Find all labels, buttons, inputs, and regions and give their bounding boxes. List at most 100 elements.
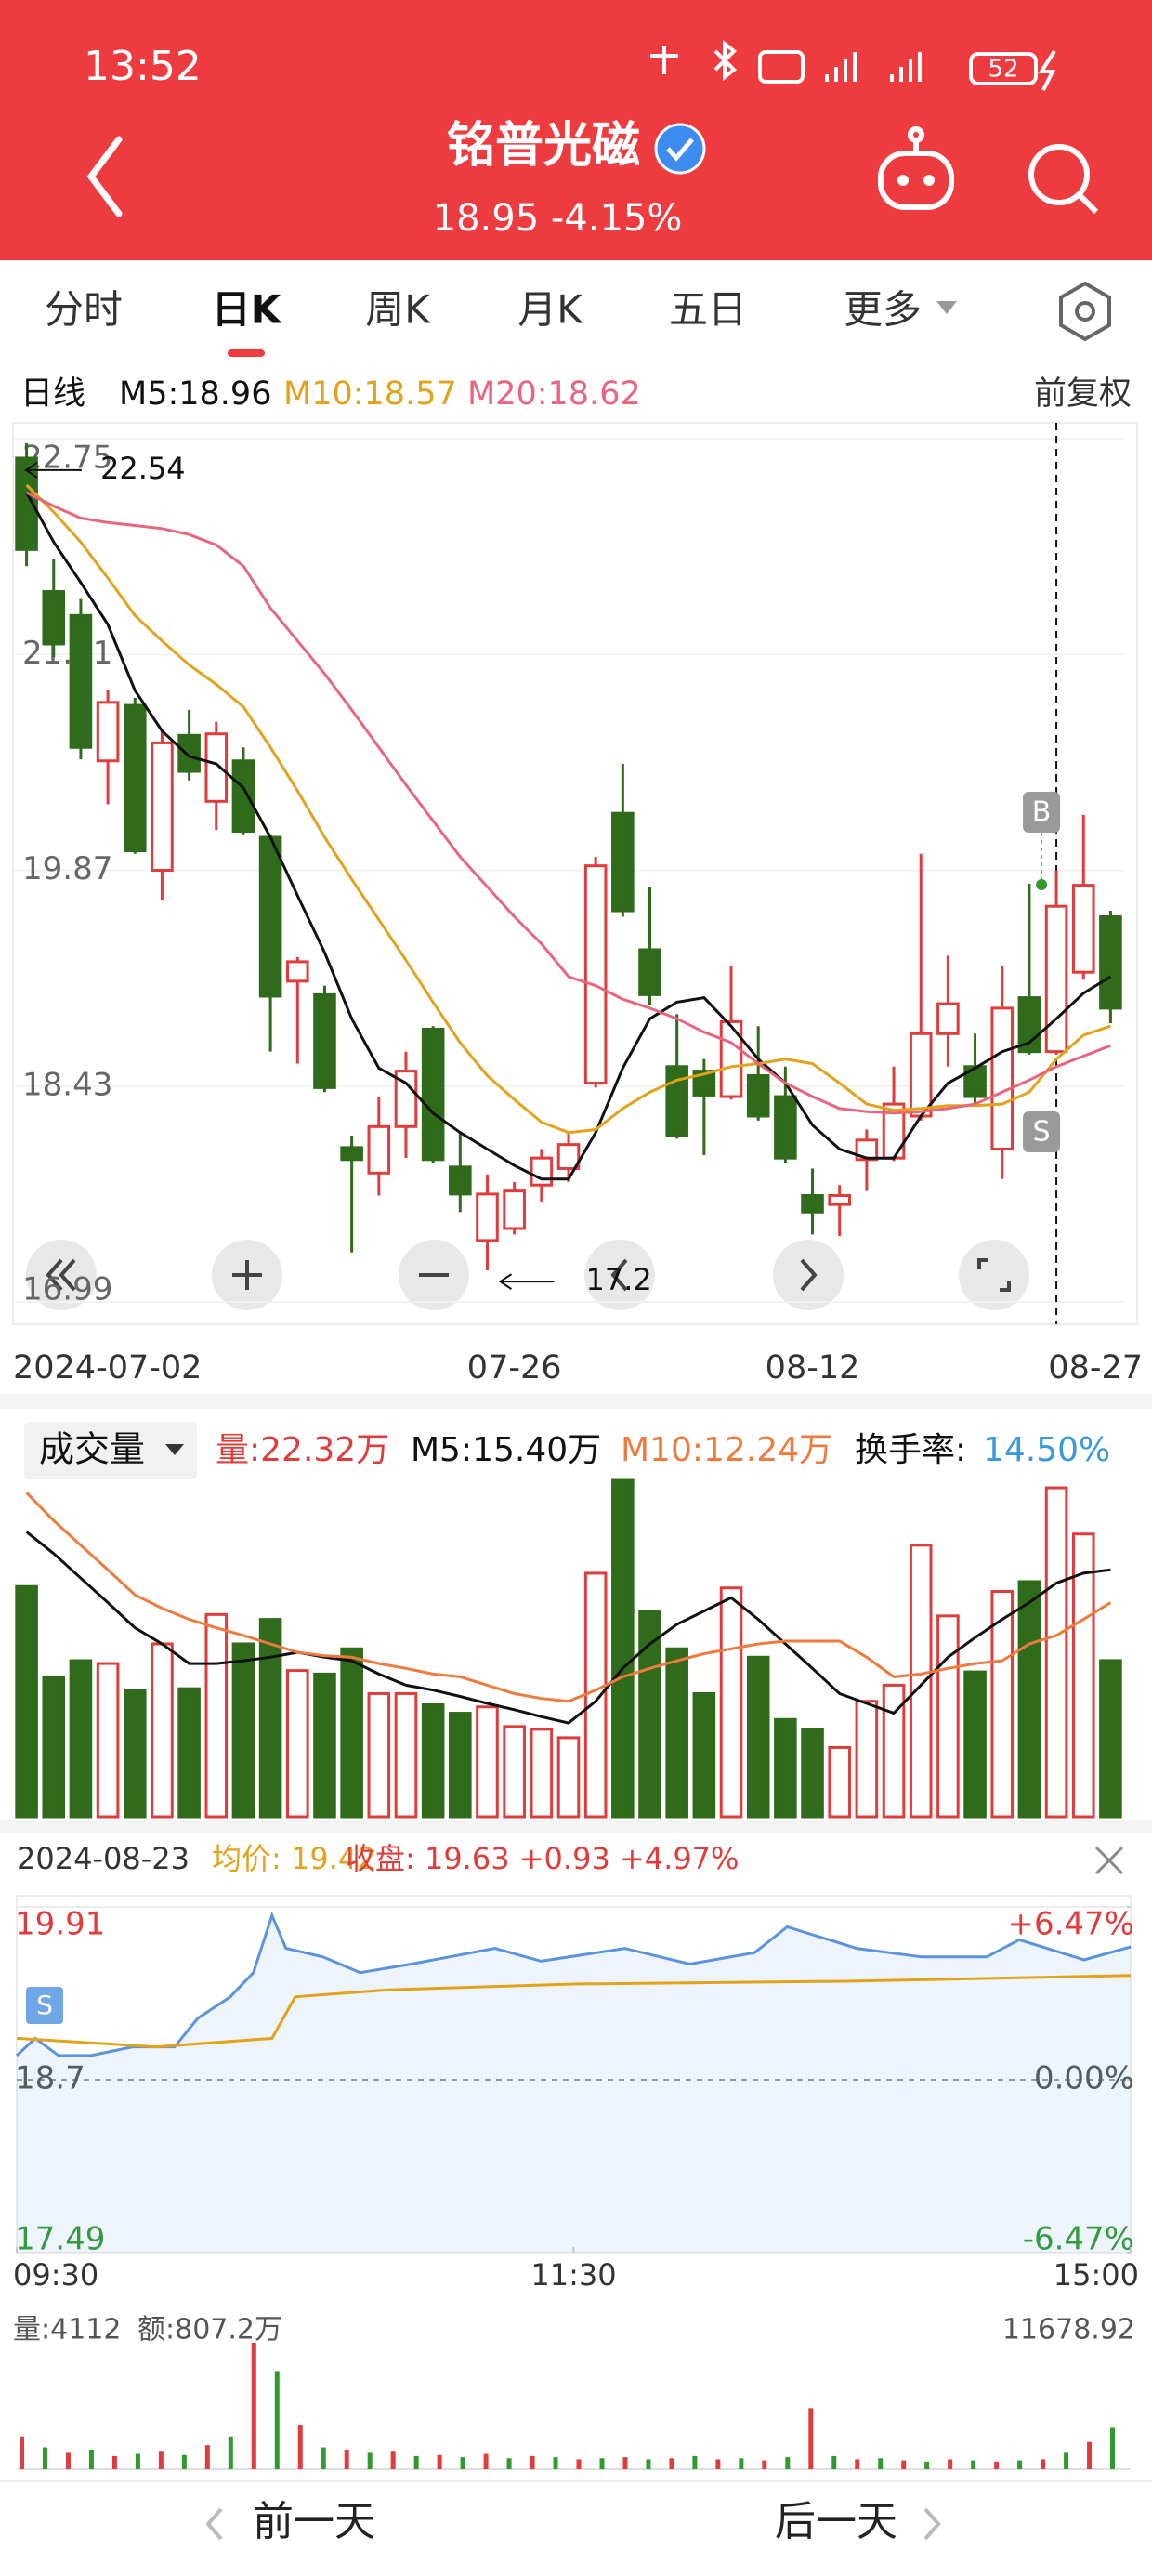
volume-bar — [96, 1662, 120, 1819]
sell-marker: S — [36, 1990, 53, 2020]
robot-eye — [923, 175, 935, 186]
volume-bar — [971, 2460, 976, 2469]
candle-body — [367, 1124, 391, 1175]
volume-bar — [530, 2455, 535, 2469]
volume-bar — [665, 1647, 688, 1819]
volume-bar — [622, 2457, 628, 2469]
prev-button[interactable] — [584, 1240, 655, 1310]
settings-button[interactable] — [1059, 281, 1111, 342]
volume-bar — [936, 1614, 960, 1819]
volume-ma-line — [25, 1531, 1111, 1725]
volume-bar — [990, 1589, 1015, 1819]
volume-bar — [437, 2454, 442, 2469]
volume-bar — [719, 1586, 743, 1819]
volume-bar — [158, 2451, 164, 2469]
next-day-button[interactable]: 后一天 — [775, 2498, 897, 2545]
volume-title: 成交量 — [39, 1429, 145, 1470]
turnover-label: 换手率: — [855, 1431, 966, 1469]
candle-body — [1071, 884, 1095, 974]
volume-bar — [994, 2461, 1000, 2469]
candle-body — [665, 1065, 688, 1137]
assistant-button[interactable] — [878, 126, 954, 210]
volume-bar — [367, 2452, 373, 2469]
volume-bar — [692, 2455, 698, 2469]
period-label: 日线 — [20, 375, 85, 413]
volume-bar — [449, 1712, 472, 1819]
volume-bar — [638, 1610, 661, 1819]
tab-active[interactable]: 日K — [212, 287, 282, 333]
volume-bar — [963, 1670, 987, 1819]
volume-bar — [746, 1655, 770, 1819]
candle-body — [204, 732, 229, 803]
volume-bar — [297, 2425, 303, 2469]
icon — [650, 46, 678, 74]
kline-frame — [12, 422, 1138, 1325]
volume-bar — [924, 2461, 930, 2469]
adjust-label[interactable]: 前复权 — [1034, 375, 1132, 413]
volume-bar — [69, 1659, 93, 1819]
x-tick-label: 2024-07-02 — [13, 1349, 202, 1387]
y2-tick-label: +6.47% — [1008, 1906, 1135, 1943]
volume-bar — [762, 2460, 767, 2469]
close-price: 收盘: 19.63 +0.93 +4.97% — [346, 1841, 739, 1876]
volume-bar — [948, 2459, 953, 2469]
next-button[interactable] — [773, 1240, 844, 1310]
candle-body — [313, 992, 336, 1089]
tab[interactable]: 月K — [517, 287, 583, 333]
close-button[interactable] — [1094, 1846, 1124, 1875]
legend-entry: M5:18.96 — [119, 375, 271, 413]
volume-bar — [611, 1478, 635, 1819]
volume-bar — [801, 1728, 824, 1819]
tab[interactable]: 分时 — [45, 287, 123, 333]
tab[interactable]: 周K — [365, 287, 431, 333]
icon — [825, 52, 922, 82]
icon — [800, 1258, 818, 1292]
volume-bar — [855, 2459, 860, 2469]
icon — [758, 50, 805, 84]
volume-bar — [774, 1717, 797, 1819]
volume-bar — [204, 2445, 210, 2469]
tab[interactable]: 五日 — [669, 287, 747, 333]
volume-bar — [231, 1642, 255, 1819]
volume-bar — [583, 1571, 608, 1819]
volume-bar — [1110, 2427, 1116, 2469]
candle-body — [476, 1192, 499, 1242]
volume-bar — [285, 1669, 309, 1819]
candle-body — [530, 1156, 554, 1187]
price-area — [17, 1915, 1131, 2253]
robot-antenna-tip — [908, 126, 924, 143]
prev-day-button[interactable]: 前一天 — [253, 2498, 375, 2545]
volume-bar — [135, 2453, 140, 2469]
volume-bar — [1087, 2441, 1093, 2469]
tab[interactable]: 更多 — [844, 287, 922, 333]
volume-bar — [831, 2455, 837, 2469]
volume-bar — [204, 1612, 229, 1819]
candle-body — [177, 733, 201, 773]
verified-badge — [654, 123, 706, 175]
candle-body — [1044, 904, 1068, 1054]
candle-body — [503, 1189, 526, 1230]
volume-bar — [1099, 1659, 1122, 1819]
candle-body — [340, 1146, 363, 1162]
volume-bar — [1017, 1580, 1041, 1819]
legend-entry: M10:18.57 — [283, 375, 457, 413]
candle-body — [990, 1006, 1015, 1150]
icon — [713, 39, 737, 82]
divider — [0, 1820, 1152, 1833]
volume-bar — [808, 2408, 814, 2469]
y-tick-label: 18.7 — [15, 2060, 85, 2097]
icon — [232, 1260, 262, 1290]
volume-bar — [1071, 1532, 1095, 1819]
search-button[interactable] — [1028, 144, 1099, 215]
ma-line — [25, 491, 1111, 1115]
fullscreen-button[interactable] — [959, 1240, 1029, 1310]
status-time: 13:52 — [84, 43, 202, 90]
back-button[interactable] — [86, 136, 123, 217]
candle-body — [746, 1073, 770, 1118]
volume-bar — [88, 2449, 94, 2469]
indicator-selector[interactable] — [24, 1422, 197, 1479]
volume-bar — [1044, 1486, 1068, 1819]
volume-bar — [460, 2457, 465, 2469]
icon — [610, 1258, 628, 1292]
